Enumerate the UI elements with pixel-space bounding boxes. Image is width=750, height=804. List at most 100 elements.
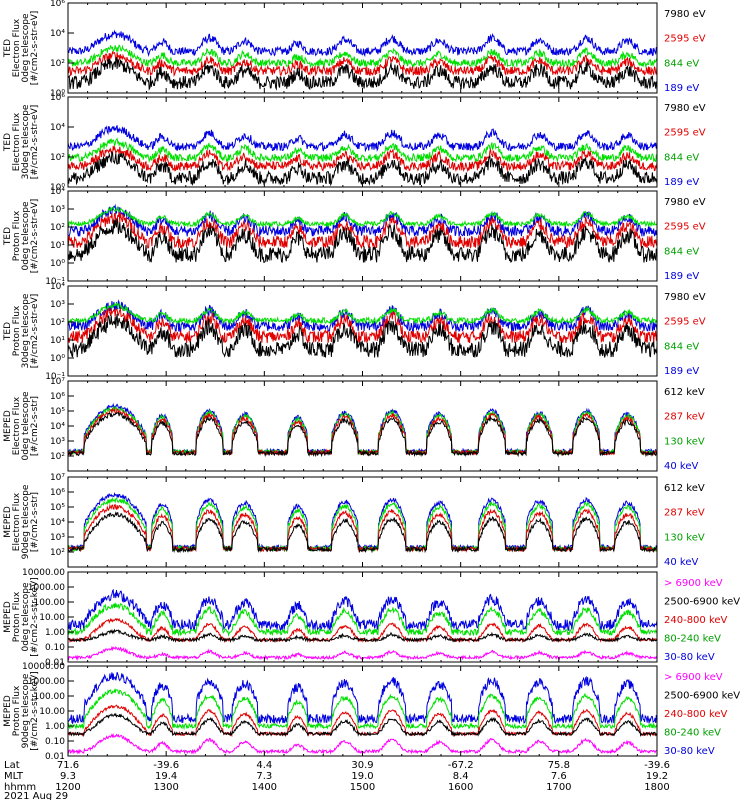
series-line-2 (67, 44, 658, 69)
panel-frame (67, 571, 658, 663)
series-line-3 (67, 617, 658, 644)
y-tick-label: 100.00 (34, 598, 66, 608)
y-axis-label: [#/cm2-s-str-eV] (30, 199, 40, 274)
legend-entry: 612 keV (664, 483, 705, 494)
y-tick-label: 10⁴ (50, 518, 65, 528)
x-tick-label-mlt: 7.6 (551, 771, 567, 782)
y-axis-label: [#/cm2-s-str-eV] (30, 11, 40, 86)
legend-entry: 130 keV (664, 436, 705, 447)
legend-entry: 240-800 keV (664, 709, 728, 720)
x-tick-label-lat: 71.6 (57, 760, 79, 771)
y-tick-label: 1.00 (45, 628, 65, 638)
y-tick-label: 10⁴ (50, 29, 65, 39)
y-tick-label: 10⁴ (50, 282, 65, 292)
y-axis-label: TED (3, 322, 13, 341)
panel-frame (67, 285, 658, 377)
y-axis-label: Proton Flux (12, 210, 22, 261)
y-axis-label: Electron Flux (12, 492, 22, 551)
y-axis-label: 0deg telescope (21, 13, 31, 83)
panel-frame (67, 190, 658, 282)
y-tick-label: 10⁻¹ (45, 277, 65, 287)
panel-1: 10⁰ 10² 10⁴ 10⁶ TED Electron Flux 0deg telesco… (3, 0, 706, 99)
series-line-5 (67, 733, 658, 755)
y-tick-label: 10² (50, 548, 65, 558)
legend-entry: 2595 eV (664, 34, 706, 45)
y-tick-label: 10⁶ (50, 392, 65, 402)
series-line-1 (67, 29, 658, 58)
y-tick-label: 10⁶ (50, 93, 65, 103)
y-tick-label: 10⁰ (50, 259, 65, 269)
series-line-3 (67, 212, 658, 250)
series-line-4 (67, 511, 658, 554)
panel-2: 10⁰ 10² 10⁴ 10⁶ TED Electron Flux 30deg telesc… (3, 93, 706, 193)
series-line-1 (67, 203, 658, 238)
legend-entry: > 6900 keV (664, 672, 723, 683)
legend-entry: 287 keV (664, 508, 705, 519)
legend-entry: 844 eV (664, 246, 699, 257)
y-axis-label: Electron Flux (12, 18, 22, 77)
y-axis-label: Proton Flux (12, 591, 22, 642)
y-tick-label: 10¹ (50, 241, 65, 251)
y-tick-label: 1000.00 (28, 583, 65, 593)
x-tick-label-hhmm: 1300 (153, 782, 178, 793)
legend-entry: 80-240 keV (664, 634, 721, 645)
legend-entry: 7980 eV (664, 103, 706, 114)
legend-entry: 2595 eV (664, 128, 706, 139)
y-tick-label: 10⁰ (50, 183, 65, 193)
y-axis-label: [#/cm2-s-str-eV] (30, 294, 40, 369)
legend-entry: 844 eV (664, 58, 699, 69)
y-axis-label: 90deg telescope (21, 484, 31, 559)
x-tick-label-hhmm: 1200 (55, 782, 80, 793)
x-tick-label-hhmm: 1800 (644, 782, 669, 793)
x-axis-labels: Lat MLT hhmm 2021 Aug 29 71.6 -39.6 4.4 30.… (4, 760, 670, 802)
panel-frame (67, 665, 658, 757)
legend-entry: 7980 eV (664, 292, 706, 303)
y-tick-label: 10² (50, 153, 65, 163)
y-axis-label: Proton Flux (12, 305, 22, 356)
y-axis-label: MEPED (3, 601, 13, 633)
x-row-name-hhmm: hhmm (4, 782, 36, 793)
x-tick-label-lat: 4.4 (256, 760, 272, 771)
x-row-name-lat: Lat (4, 760, 20, 771)
panel-4: 10⁻¹ 10⁰ 10¹ 10² 10³ 10⁴ TED Proton Flux 30deg t… (3, 282, 706, 382)
x-tick-label-mlt: 19.0 (351, 771, 373, 782)
y-tick-label: 100.00 (34, 692, 66, 702)
x-tick-label-lat: 75.8 (548, 760, 570, 771)
legend-entry: 240-800 keV (664, 615, 728, 626)
y-axis-label: 30deg telescope (21, 104, 31, 179)
x-tick-label-mlt: 19.2 (646, 771, 668, 782)
legend-entry: 189 eV (664, 177, 699, 188)
y-axis-label: TED (3, 39, 13, 58)
legend-entry: 2595 eV (664, 317, 706, 328)
legend-entry: 844 eV (664, 152, 699, 163)
legend-entry: 189 eV (664, 83, 699, 94)
panel-5: 10² 10³ 10⁴ 10⁵ 10⁶ 10⁷ MEPED Electron Flux 0deg… (3, 377, 705, 472)
legend-entry: > 6900 keV (664, 578, 723, 589)
y-tick-label: 10² (50, 223, 65, 233)
y-tick-label: 10⁴ (50, 422, 65, 432)
x-tick-label-lat: -39.6 (153, 760, 179, 771)
series-line-2 (67, 602, 658, 637)
y-tick-label: 10000.00 (22, 662, 65, 672)
panel-frame (67, 380, 658, 472)
panel-8: 0.01 0.10 1.00 10.00 100.00 1000.00 10000.00 ME… (3, 662, 740, 762)
panel-7: 0.01 0.10 1.00 10.00 100.00 1000.00 10000.00 ME… (3, 568, 740, 668)
x-tick-label-mlt: 7.3 (256, 771, 272, 782)
y-tick-label: 10000.00 (22, 568, 65, 578)
y-axis-label: MEPED (3, 506, 13, 538)
y-tick-label: 10⁷ (50, 377, 65, 387)
series-line-2 (67, 205, 658, 228)
panel-3: 10⁻¹ 10⁰ 10¹ 10² 10³ 10⁴ TED Proton Flux 0deg te… (3, 187, 706, 287)
y-axis-label: 30deg telescope (21, 293, 31, 368)
legend-entry: 287 keV (664, 412, 705, 423)
series-line-2 (67, 137, 658, 163)
series-line-4 (67, 411, 657, 458)
x-tick-label-mlt: 8.4 (453, 771, 469, 782)
series-line-2 (67, 301, 658, 325)
y-tick-label: 10² (50, 59, 65, 69)
panel-6: 10² 10³ 10⁴ 10⁵ 10⁶ 10⁷ MEPED Electron Flux 90de… (3, 473, 705, 568)
legend-entry: 40 keV (664, 461, 698, 472)
y-tick-label: 10⁶ (50, 0, 65, 9)
y-tick-label: 10⁴ (50, 187, 65, 197)
